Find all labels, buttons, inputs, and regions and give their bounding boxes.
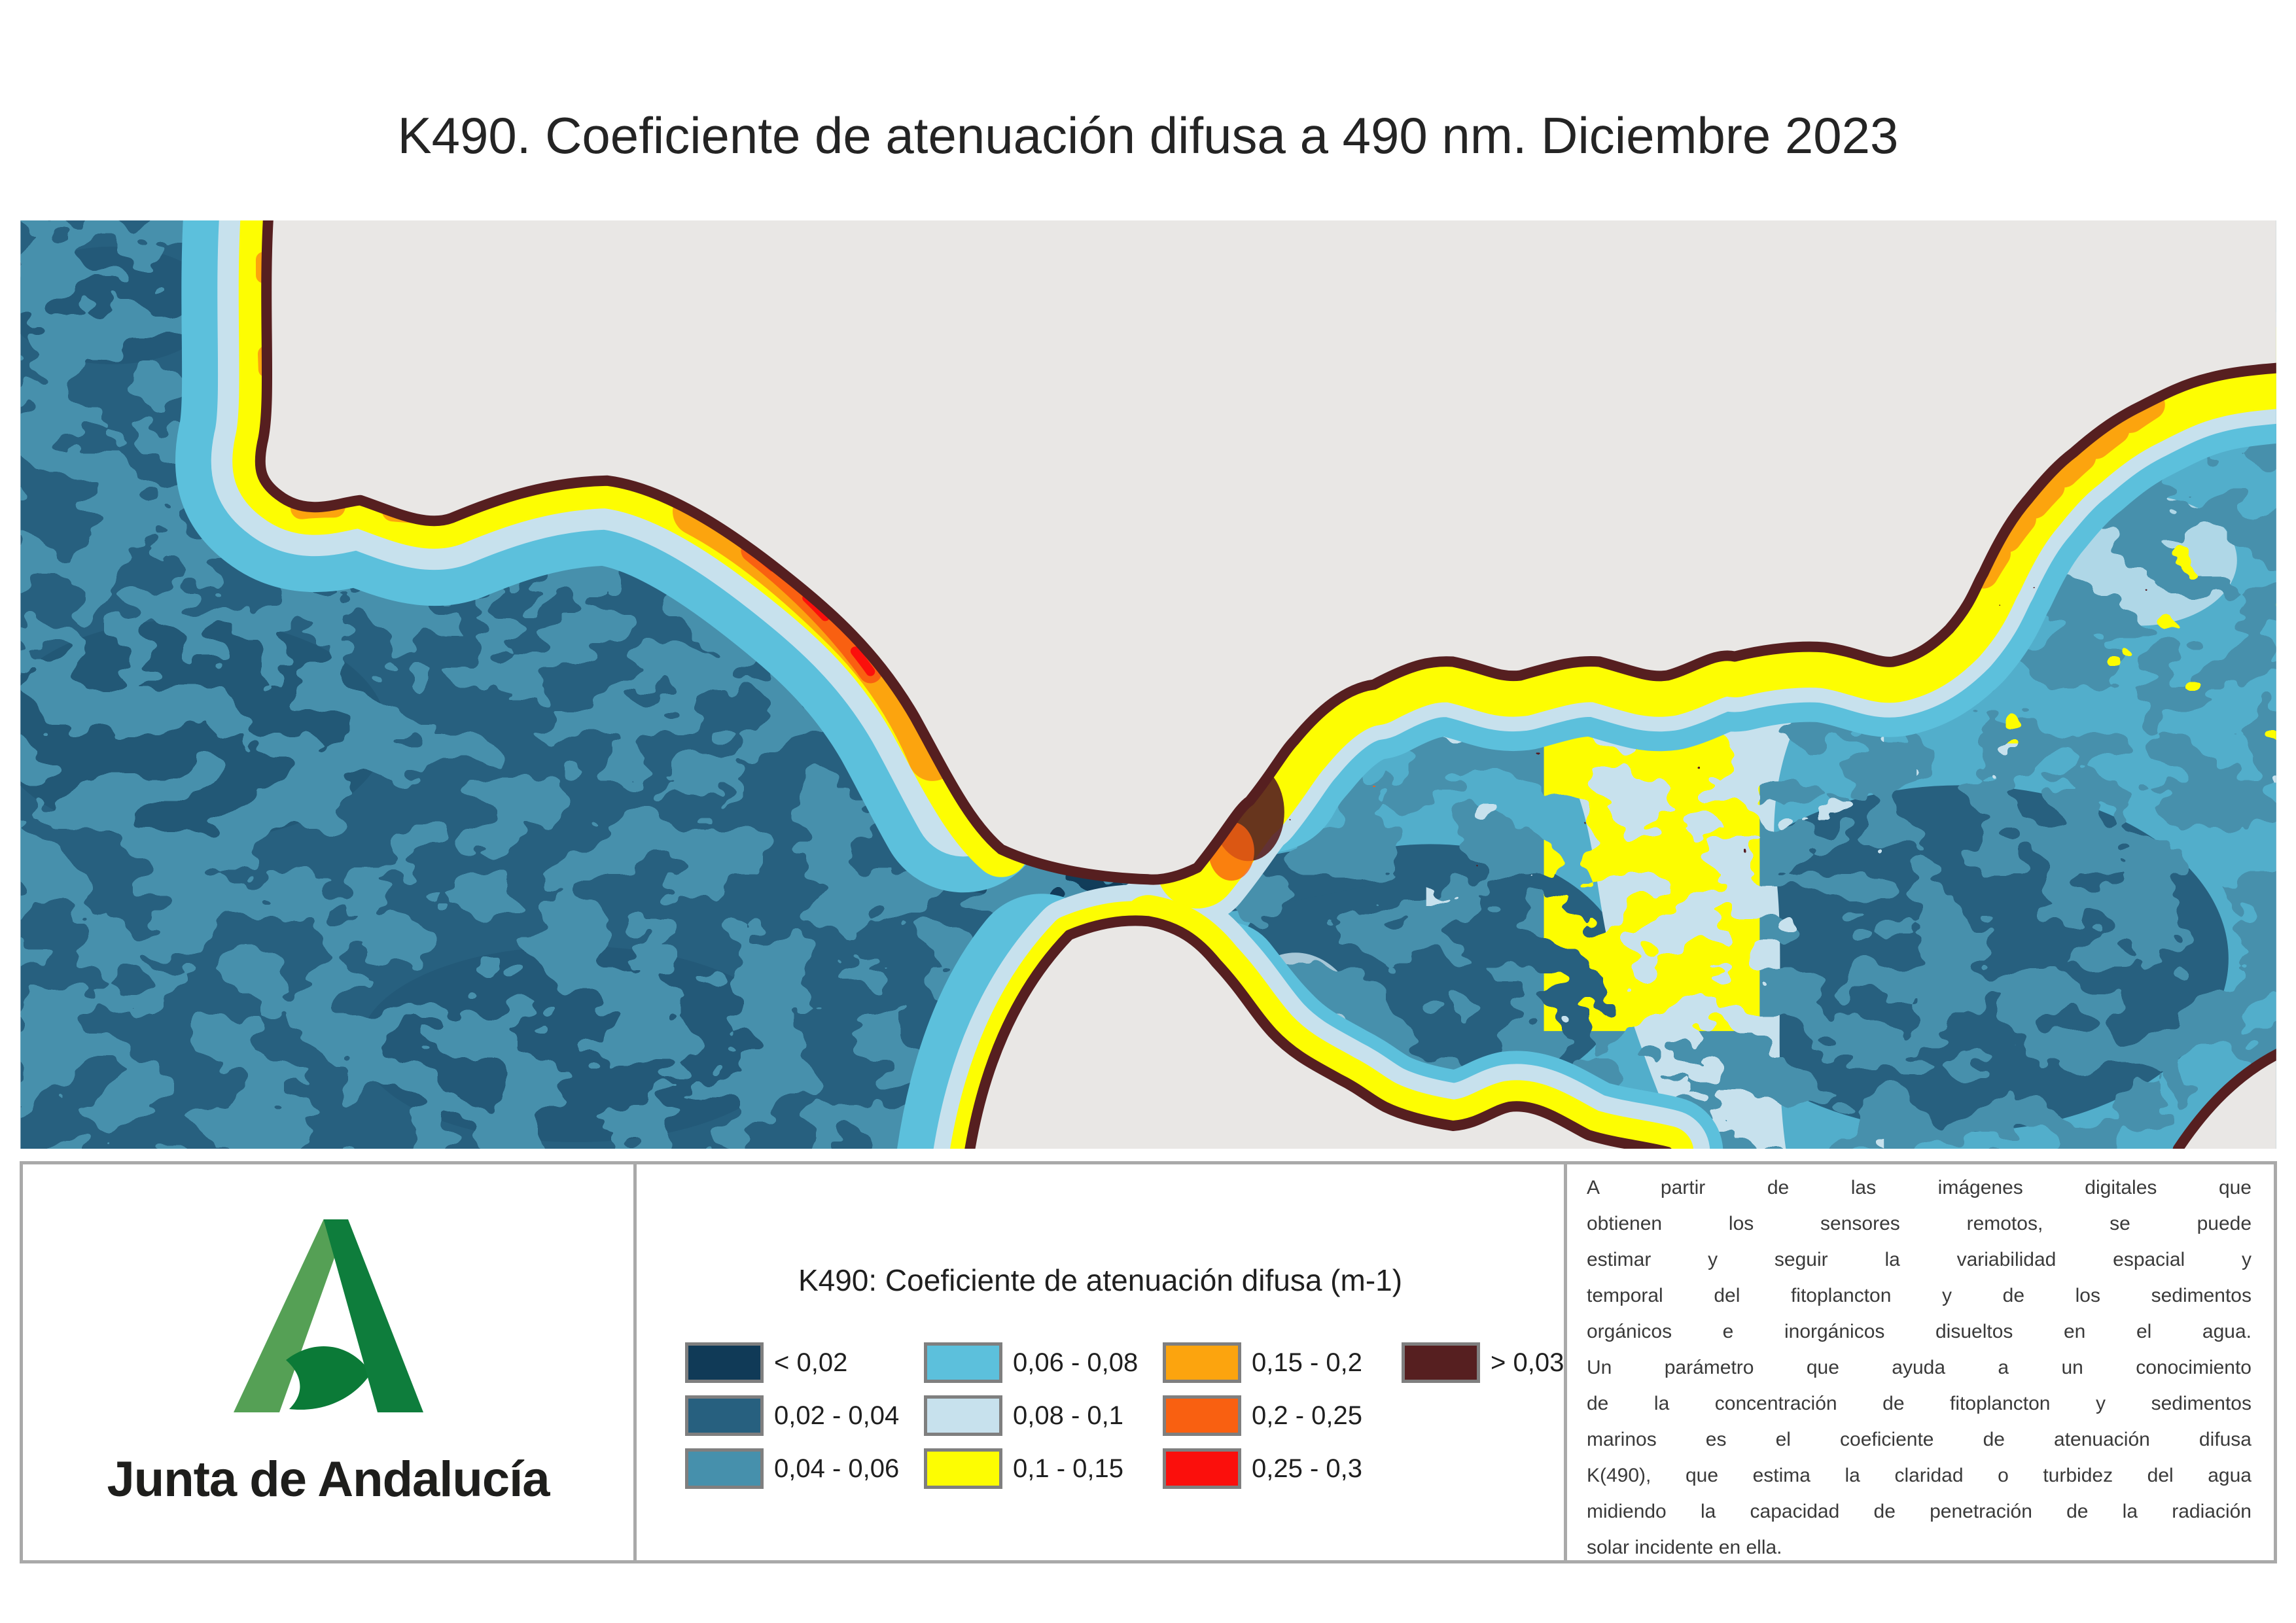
description-line: marinos es el coeficiente de atenuación …: [1587, 1429, 2252, 1450]
legend-label: 0,1 - 0,15: [1013, 1454, 1124, 1483]
legend-swatch: [1163, 1395, 1241, 1436]
legend-item: 0,1 - 0,15: [924, 1448, 1163, 1489]
legend-swatch: [924, 1395, 1002, 1436]
legend-swatch: [685, 1448, 764, 1489]
map-layers: [20, 220, 2277, 1149]
legend-column: > 0,03: [1402, 1342, 1564, 1501]
description-line: K(490), que estima la claridad o turbide…: [1587, 1465, 2252, 1486]
legend-label: 0,2 - 0,25: [1252, 1401, 1363, 1430]
description-line: estimar y seguir la variabilidad espacia…: [1587, 1249, 2252, 1270]
logo-text: Junta de Andalucía: [107, 1452, 550, 1507]
info-panel: Junta de Andalucía K490: Coeficiente de …: [20, 1161, 2277, 1563]
legend-item: 0,04 - 0,06: [685, 1448, 924, 1489]
k490-map: [20, 220, 2277, 1149]
legend-swatch: [1163, 1342, 1241, 1383]
legend-item: > 0,03: [1402, 1342, 1564, 1383]
legend-label: 0,04 - 0,06: [774, 1454, 900, 1483]
legend-swatch: [1402, 1342, 1480, 1383]
legend-item: 0,25 - 0,3: [1163, 1448, 1402, 1489]
legend-column: < 0,02 0,02 - 0,04 0,04 - 0,06: [685, 1342, 924, 1501]
logo-box: Junta de Andalucía: [23, 1164, 637, 1560]
description-line: de la concentración de fitoplancton y se…: [1587, 1393, 2252, 1414]
legend-item: 0,2 - 0,25: [1163, 1395, 1402, 1436]
legend-item: 0,15 - 0,2: [1163, 1342, 1402, 1383]
legend-label: < 0,02: [774, 1348, 848, 1377]
logo-a-left-limb: [233, 1219, 348, 1412]
logo-a-right-limb: [323, 1219, 423, 1412]
legend-item: 0,08 - 0,1: [924, 1395, 1163, 1436]
description-line: obtienen los sensores remotos, se puede: [1587, 1213, 2252, 1234]
description-line: orgánicos e inorgánicos disueltos en el …: [1587, 1321, 2252, 1342]
description-line: solar incidente en ella.: [1587, 1537, 1782, 1558]
legend-title: K490: Coeficiente de atenuación difusa (…: [798, 1263, 1403, 1297]
legend-label: 0,15 - 0,2: [1252, 1348, 1363, 1377]
legend-swatch: [685, 1342, 764, 1383]
junta-de-andalucia-logo-icon: [233, 1219, 423, 1412]
legend-grid: < 0,02 0,02 - 0,04 0,04 - 0,06 0,06 - 0,08 0…: [685, 1342, 1564, 1501]
legend-label: 0,08 - 0,1: [1013, 1401, 1124, 1430]
legend-label: 0,02 - 0,04: [774, 1401, 900, 1430]
logo-a-swoosh: [285, 1346, 371, 1410]
legend-label: > 0,03: [1491, 1348, 1564, 1377]
legend-swatch: [685, 1395, 764, 1436]
legend-label: 0,06 - 0,08: [1013, 1348, 1139, 1377]
legend-item: 0,06 - 0,08: [924, 1342, 1163, 1383]
page-title: K490. Coeficiente de atenuación difusa a…: [397, 107, 1899, 164]
description-box: A partir de las imágenes digitales que ob…: [1567, 1164, 2274, 1560]
description-line: temporal del fitoplancton y de los sedim…: [1587, 1285, 2252, 1306]
description-text: A partir de las imágenes digitales que ob…: [1587, 1170, 2252, 1565]
description-line: A partir de las imágenes digitales que: [1587, 1177, 2252, 1198]
legend-item: 0,02 - 0,04: [685, 1395, 924, 1436]
description-line: midiendo la capacidad de penetración de …: [1587, 1501, 2252, 1522]
description-line: Un parámetro que ayuda a un conocimiento: [1587, 1357, 2252, 1378]
legend-label: 0,25 - 0,3: [1252, 1454, 1363, 1483]
legend-panel: K490: Coeficiente de atenuación difusa (…: [637, 1164, 1567, 1560]
legend-column: 0,15 - 0,2 0,2 - 0,25 0,25 - 0,3: [1163, 1342, 1402, 1501]
legend-swatch: [924, 1448, 1002, 1489]
legend-swatch: [924, 1342, 1002, 1383]
legend-swatch: [1163, 1448, 1241, 1489]
legend-column: 0,06 - 0,08 0,08 - 0,1 0,1 - 0,15: [924, 1342, 1163, 1501]
legend-item: < 0,02: [685, 1342, 924, 1383]
